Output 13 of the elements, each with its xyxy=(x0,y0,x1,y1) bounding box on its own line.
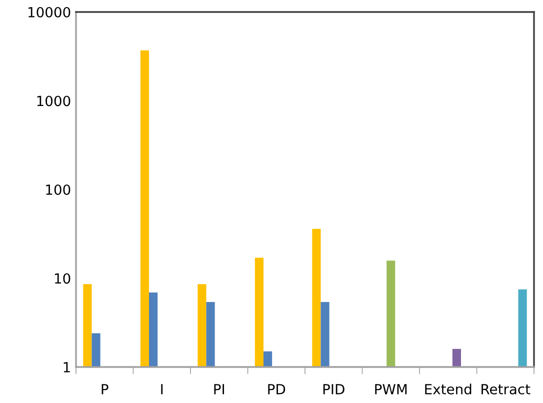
x-tick-label: PI xyxy=(214,384,224,394)
x-tick-label: PWM xyxy=(375,384,407,394)
x-tick-label: Retract xyxy=(482,384,530,394)
x-tick-label: PID xyxy=(323,384,344,394)
y-tick-label: 1 xyxy=(64,362,70,372)
x-tick-label: PD xyxy=(268,384,286,394)
y-tick-label: 1000 xyxy=(37,96,70,106)
y-tick-label: 100 xyxy=(46,184,70,195)
x-tick-label: I xyxy=(161,384,163,394)
x-tick-label: P xyxy=(102,384,108,394)
x-tick-label: Extend xyxy=(425,384,472,394)
y-tick-label: 10000 xyxy=(28,6,70,18)
y-tick-label: 10 xyxy=(54,273,70,284)
